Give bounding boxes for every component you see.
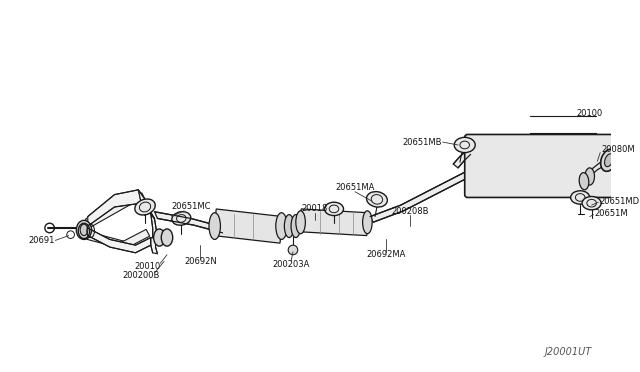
Polygon shape xyxy=(87,232,125,249)
Text: 20018: 20018 xyxy=(301,204,328,214)
Polygon shape xyxy=(122,230,150,248)
Polygon shape xyxy=(213,209,283,243)
Polygon shape xyxy=(88,228,151,253)
Polygon shape xyxy=(135,193,151,215)
Ellipse shape xyxy=(454,137,476,153)
Ellipse shape xyxy=(582,196,601,210)
Ellipse shape xyxy=(172,212,191,225)
Ellipse shape xyxy=(363,211,372,234)
Ellipse shape xyxy=(209,213,220,240)
Text: 20651M: 20651M xyxy=(595,209,628,218)
Text: 20010: 20010 xyxy=(135,262,161,271)
Polygon shape xyxy=(138,190,155,218)
Text: J20001UT: J20001UT xyxy=(545,347,591,357)
Polygon shape xyxy=(151,214,157,238)
Ellipse shape xyxy=(161,229,173,246)
Ellipse shape xyxy=(296,211,305,234)
Ellipse shape xyxy=(276,213,287,240)
Ellipse shape xyxy=(367,192,387,207)
Ellipse shape xyxy=(288,245,298,255)
Polygon shape xyxy=(155,212,222,233)
Ellipse shape xyxy=(284,215,294,238)
Ellipse shape xyxy=(579,173,589,190)
Text: 20080M: 20080M xyxy=(601,145,635,154)
Text: 20651MC: 20651MC xyxy=(171,202,211,212)
Polygon shape xyxy=(453,150,470,168)
Polygon shape xyxy=(582,156,611,183)
Text: 20100: 20100 xyxy=(577,109,603,118)
Ellipse shape xyxy=(605,154,613,167)
Text: 20651MB: 20651MB xyxy=(403,138,442,147)
Ellipse shape xyxy=(571,191,589,204)
Polygon shape xyxy=(300,209,368,235)
Polygon shape xyxy=(371,171,470,222)
Polygon shape xyxy=(88,190,141,226)
Text: 20692N: 20692N xyxy=(184,257,217,266)
Polygon shape xyxy=(85,190,141,227)
Polygon shape xyxy=(151,238,157,254)
Ellipse shape xyxy=(324,202,344,216)
FancyBboxPatch shape xyxy=(465,134,614,198)
Ellipse shape xyxy=(600,149,617,171)
Text: 200203A: 200203A xyxy=(273,260,310,269)
Text: 200208B: 200208B xyxy=(392,207,429,216)
Text: 20651MA: 20651MA xyxy=(335,183,374,192)
Ellipse shape xyxy=(135,199,156,215)
Text: 20692MA: 20692MA xyxy=(367,250,406,259)
Text: 20651MD: 20651MD xyxy=(599,197,639,206)
Ellipse shape xyxy=(76,220,92,240)
Text: 20691: 20691 xyxy=(28,236,54,245)
Ellipse shape xyxy=(585,168,595,185)
Ellipse shape xyxy=(80,224,88,235)
Ellipse shape xyxy=(154,229,165,246)
Text: 200200B: 200200B xyxy=(122,271,160,280)
Ellipse shape xyxy=(291,215,301,238)
